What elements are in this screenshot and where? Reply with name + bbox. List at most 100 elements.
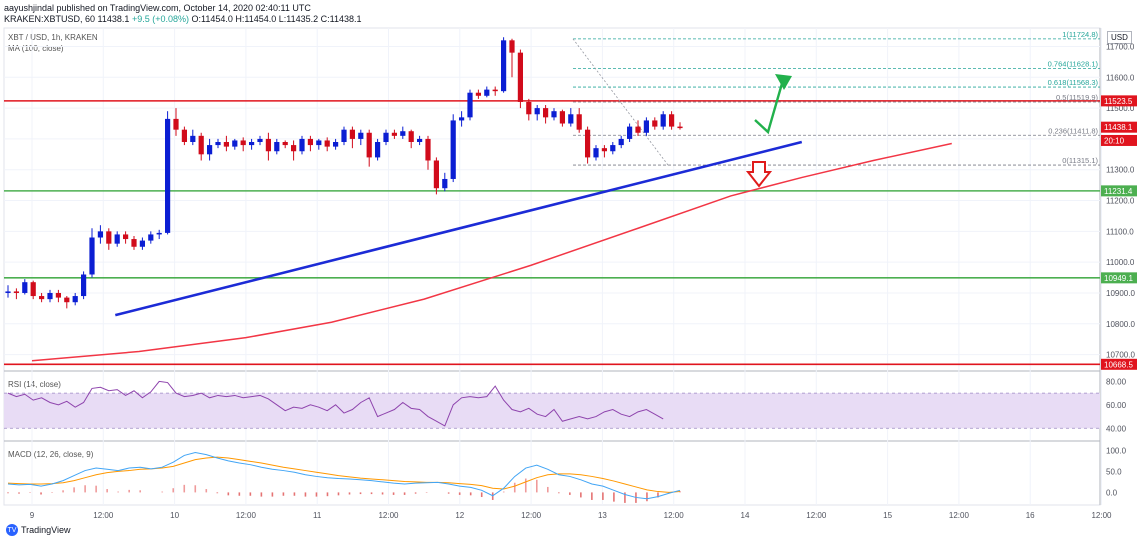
candle-body: [39, 296, 45, 300]
candle-body: [467, 92, 473, 118]
price-tick-label: 11300.0: [1106, 166, 1135, 175]
price-tag-bg: [1101, 134, 1137, 146]
candle-body: [148, 234, 154, 241]
x-tick-label: 12:00: [93, 511, 114, 520]
candle-body: [618, 138, 624, 146]
candle-body: [543, 108, 549, 118]
candle-body: [13, 291, 19, 293]
x-tick-label: 12:00: [378, 511, 399, 520]
rsi-legend: RSI (14, close): [8, 380, 61, 389]
candle-body: [181, 129, 187, 142]
candle-body: [627, 126, 633, 139]
candle-body: [509, 40, 515, 53]
candle-body: [89, 237, 95, 275]
candle-body: [97, 231, 103, 238]
candle-body: [391, 132, 397, 136]
candle-body: [375, 142, 381, 158]
ma100-line: [31, 142, 952, 362]
candle-body: [601, 148, 607, 152]
candle-body: [190, 135, 196, 142]
candle-body: [349, 129, 355, 139]
x-tick-label: 12:00: [1091, 511, 1112, 520]
pair-legend: XBT / USD, 1h, KRAKEN: [8, 33, 98, 42]
tradingview-logo[interactable]: TV TradingView: [6, 524, 71, 536]
candle-body: [677, 126, 683, 129]
x-tick-label: 16: [1026, 511, 1035, 520]
candle-body: [282, 142, 288, 146]
candle-body: [291, 145, 297, 152]
candle-body: [610, 145, 616, 152]
candle-body: [232, 140, 238, 147]
price-tag-label: 11438.1: [1104, 123, 1133, 132]
symbol: KRAKEN:XBTUSD, 60: [4, 14, 96, 24]
plot-frame: [3, 27, 1101, 506]
candle-body: [257, 138, 263, 142]
tradingview-logo-icon: TV: [6, 524, 18, 536]
price-change: +9.5 (+0.08%): [131, 14, 189, 24]
candle-body: [223, 142, 229, 147]
price-tag-bg: [1101, 121, 1137, 133]
breakdown-arrow: [745, 161, 773, 188]
x-tick-label: 14: [741, 511, 750, 520]
candle-body: [501, 40, 507, 92]
x-tick-label: 12: [455, 511, 464, 520]
candle-body: [450, 120, 456, 179]
breakout-arrow: [754, 79, 785, 135]
candle-body: [526, 101, 532, 115]
candle-body: [81, 274, 87, 297]
rsi-tick-label: 80.00: [1106, 377, 1127, 386]
x-tick-label: 12:00: [236, 511, 257, 520]
candle-body: [366, 132, 372, 158]
x-tick-label: 13: [598, 511, 607, 520]
candle-body: [442, 178, 448, 189]
currency-label[interactable]: USD: [1107, 31, 1132, 44]
price-tag-label: 20:10: [1104, 136, 1125, 145]
x-tick-label: 12:00: [806, 511, 827, 520]
x-tick-label: 15: [883, 511, 892, 520]
candle-body: [106, 231, 112, 244]
price-tick-label: 10700.0: [1106, 351, 1135, 360]
candle-body: [156, 232, 162, 235]
candle-body: [492, 89, 498, 92]
price-tag-bg: [1101, 95, 1137, 107]
symbol-line: KRAKEN:XBTUSD, 60 11438.1 +9.5 (+0.08%) …: [4, 14, 361, 24]
price-tick-label: 10900.0: [1106, 289, 1135, 298]
fib-level-label: 0.618(11568.3): [1048, 78, 1099, 87]
candle-body: [123, 234, 129, 240]
candle-body: [417, 138, 423, 142]
candle-body: [660, 114, 666, 127]
rsi-tick-label: 60.00: [1106, 401, 1127, 410]
candle-body: [131, 239, 137, 247]
x-tick-label: 12:00: [521, 511, 542, 520]
candle-body: [559, 111, 565, 124]
fib-level-label: 1(11724.8): [1062, 30, 1098, 39]
candle-body: [22, 282, 28, 293]
ohlc-values: O:11454.0 H:11454.0 L:11435.2 C:11438.1: [191, 14, 362, 24]
trendline: [114, 140, 803, 317]
candle-body: [324, 140, 330, 147]
macd-signal-line: [7, 456, 681, 493]
candle-body: [593, 148, 599, 158]
candle-body: [5, 291, 11, 293]
candle-body: [383, 132, 389, 142]
price-tick-label: 11700.0: [1106, 42, 1135, 51]
candle-body: [433, 160, 439, 189]
price-tick-label: 11200.0: [1106, 197, 1135, 206]
price-tag-label: 11523.5: [1104, 97, 1133, 106]
price-tag-label: 11231.4: [1104, 187, 1133, 196]
price-tag-label: 10949.1: [1104, 274, 1133, 283]
breakout-arrowhead: [775, 74, 792, 90]
x-tick-label: 12:00: [949, 511, 970, 520]
x-tick-label: 11: [313, 511, 322, 520]
macd-tick-label: 0.0: [1106, 488, 1118, 497]
candle-body: [333, 142, 339, 147]
candle-body: [299, 138, 305, 152]
candle-body: [47, 292, 53, 300]
candle-body: [400, 131, 406, 136]
price-tag-bg: [1101, 358, 1137, 370]
ma-legend: MA (100, close): [8, 44, 64, 53]
candle-body: [274, 142, 280, 152]
x-tick-label: 10: [170, 511, 179, 520]
fib-level-label: 0(11315.1): [1062, 156, 1098, 165]
